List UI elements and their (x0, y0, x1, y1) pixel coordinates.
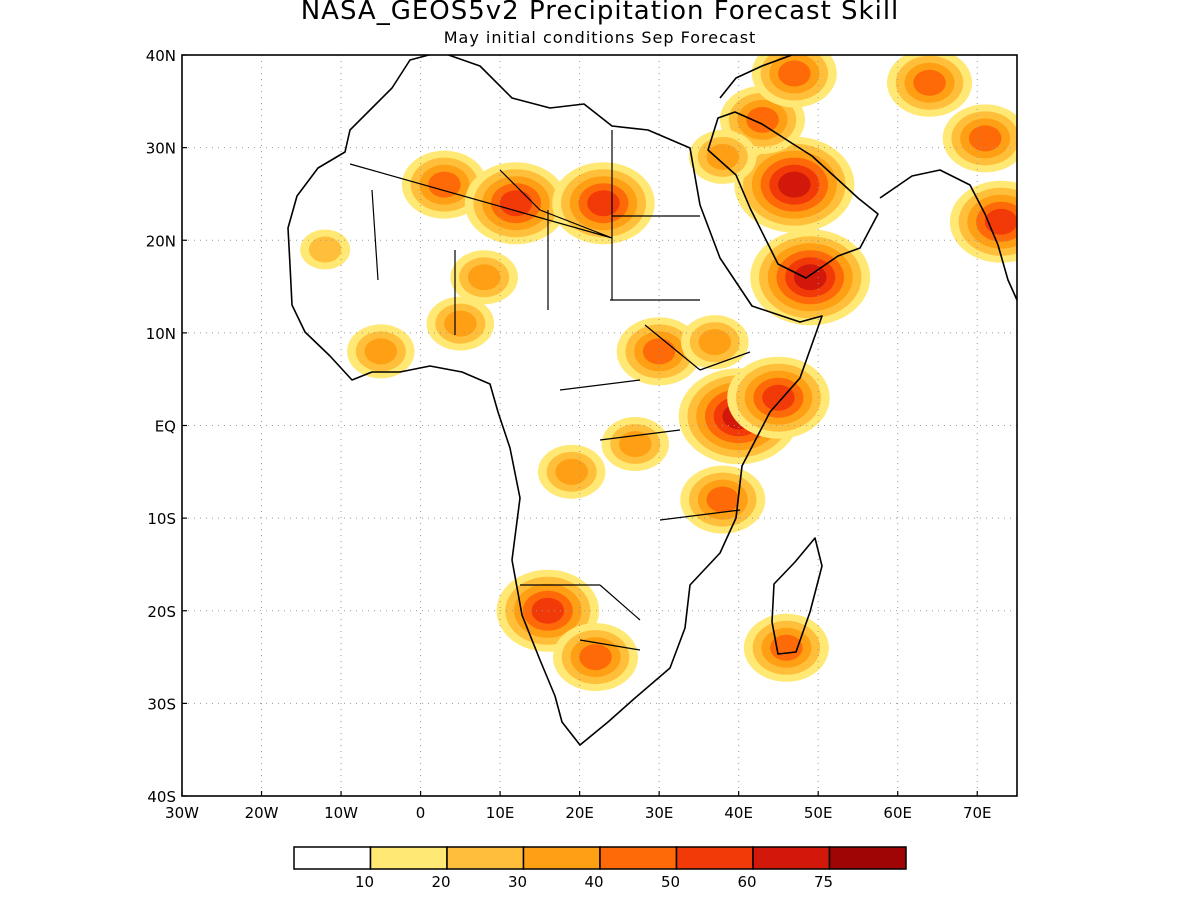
skill-blob-14-level-5 (531, 597, 565, 624)
lon-tick-label: 30E (645, 804, 674, 822)
skill-blob-18-level-6 (778, 171, 811, 198)
skill-blob-19-level-4 (746, 106, 779, 133)
skill-blob-20-level-3 (706, 143, 740, 170)
skill-blob-1-level-5 (499, 190, 533, 217)
skill-blob-13-level-4 (706, 486, 740, 513)
colorbar-swatch (293, 846, 372, 870)
madagascar-coastline (771, 537, 823, 655)
colorbar-label: 60 (737, 873, 756, 891)
lon-tick-label: 10E (486, 804, 515, 822)
lon-tick-label: 20W (245, 804, 279, 822)
lat-tick-label: 10S (147, 510, 176, 528)
lat-tick-label: 20N (146, 232, 176, 250)
africa-coastline (287, 55, 823, 746)
skill-blob-21-level-4 (913, 69, 946, 96)
asia-coastline (719, 55, 1017, 301)
skill-blob-8-level-3 (698, 329, 732, 356)
colorbar-swatch (369, 846, 448, 870)
colorbar-label: 40 (584, 873, 603, 891)
skill-blob-0-level-4 (428, 171, 461, 198)
colorbar-label: 20 (431, 873, 450, 891)
lat-tick-label: 20S (147, 603, 176, 621)
skill-blob-22-level-5 (984, 208, 1017, 235)
skill-blob-2-level-5 (587, 190, 620, 217)
lon-tick-label: 40E (724, 804, 753, 822)
skill-blob-23-level-4 (968, 125, 1002, 152)
skill-blob-5-level-3 (444, 310, 477, 337)
colorbar-swatch (675, 846, 754, 870)
lon-tick-label: 0 (416, 804, 426, 822)
lat-tick-label: 10N (146, 325, 176, 343)
lon-tick-label: 50E (804, 804, 833, 822)
colorbar: 10 20 30 40 50 60 75 (293, 846, 907, 891)
skill-blob-3-level-2 (308, 236, 342, 263)
colorbar-swatch (752, 846, 831, 870)
colorbar-label: 30 (508, 873, 527, 891)
skill-blob-12-level-3 (555, 458, 588, 485)
colorbar-label: 10 (355, 873, 374, 891)
skill-blob-10-level-5 (762, 384, 795, 411)
lat-tick-label: 30N (146, 140, 176, 158)
coastlines (287, 55, 1017, 746)
skill-blob-11-level-3 (619, 431, 652, 458)
colorbar-label: 75 (814, 873, 833, 891)
colorbar-swatch (522, 846, 601, 870)
axis-ticks: 30W 20W 10W 0 10E 20E 30E 40E 50E 60E 70E 40N 30N 20N… (146, 47, 992, 822)
skill-blob-7-level-4 (642, 338, 676, 365)
lat-tick-label: 30S (147, 695, 176, 713)
lon-tick-label: 10W (324, 804, 358, 822)
lon-tick-label: 70E (963, 804, 992, 822)
colorbar-label: 50 (661, 873, 680, 891)
lon-tick-label: 60E (883, 804, 912, 822)
colorbar-swatch (446, 846, 525, 870)
skill-shading-layer (300, 55, 1017, 692)
lat-tick-label: EQ (155, 418, 176, 436)
lon-tick-label: 30W (165, 804, 199, 822)
skill-blob-15-level-4 (579, 644, 612, 671)
arabia-coastline (707, 111, 879, 279)
chart-subtitle: May initial conditions Sep Forecast (443, 28, 757, 47)
lat-tick-label: 40N (146, 47, 176, 65)
chart-title: NASA_GEOS5v2 Precipitation Forecast Skil… (300, 0, 900, 26)
borders (349, 130, 751, 651)
colorbar-swatch (599, 846, 678, 870)
lon-tick-label: 20E (565, 804, 594, 822)
skill-blob-6-level-3 (364, 338, 398, 365)
skill-blob-24-level-4 (778, 60, 811, 87)
colorbar-swatch (828, 846, 907, 870)
lat-tick-label: 40S (147, 788, 176, 806)
skill-blob-4-level-3 (467, 264, 501, 291)
